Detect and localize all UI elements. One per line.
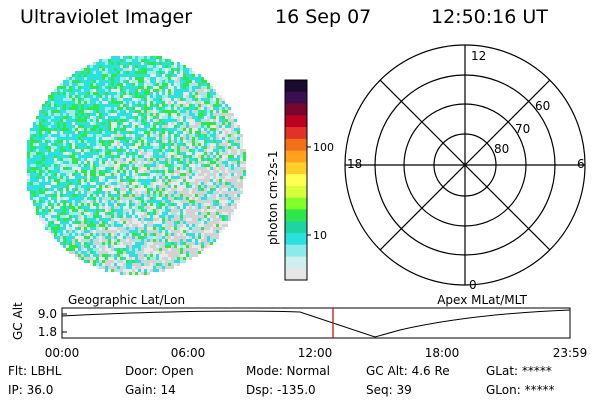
colorbar-swatch — [285, 150, 307, 163]
colorbar-swatch — [285, 138, 307, 152]
polar-label-80: 80 — [494, 142, 509, 156]
colorbar-swatch — [285, 162, 307, 175]
colorbar-frame — [284, 79, 308, 281]
polar-label-70: 70 — [515, 122, 530, 136]
uv-image-pixels — [27, 56, 246, 275]
colorbar-swatch — [285, 103, 307, 116]
glat-label: GLat: ***** — [486, 364, 552, 378]
altitude-plot-frame — [61, 307, 571, 339]
polar-axis-diagonal-2 — [379, 79, 551, 251]
glon-label: GLon: ***** — [486, 383, 555, 397]
polar-label-12: 12 — [471, 49, 486, 63]
altitude-plot: Geographic Lat/Lon Apex MLat/MLT 9.0 1.8… — [0, 290, 600, 360]
colorbar-swatch — [285, 232, 307, 246]
colorbar-swatch — [285, 174, 307, 187]
colorbar-swatch — [285, 127, 307, 140]
filter-label: Flt: LBHL — [8, 364, 62, 378]
uv-earth-image — [22, 45, 247, 281]
ip-label: IP: 36.0 — [8, 383, 54, 397]
time-label: 12:50:16 UT — [431, 6, 548, 28]
colorbar-swatch — [285, 185, 307, 199]
altitude-curve — [61, 309, 571, 338]
mode-label: Mode: Normal — [246, 364, 330, 378]
colorbar-swatch — [285, 268, 307, 281]
colorbar-tick-label-100: 100 — [313, 141, 334, 154]
gain-label: Gain: 14 — [125, 383, 176, 397]
y-tick-label-1-8: 1.8 — [38, 325, 57, 339]
x-tick-label-1200: 12:00 — [298, 346, 333, 360]
colorbar-tick-label-10: 10 — [313, 229, 327, 242]
colorbar-swatch — [285, 115, 307, 128]
colorbar-swatch — [285, 197, 307, 211]
seq-label: Seq: 39 — [366, 383, 412, 397]
dsp-label: Dsp: -135.0 — [246, 383, 316, 397]
x-tick-label-0000: 00:00 — [45, 346, 80, 360]
colorbar-label: photon cm-2s-1 — [266, 151, 280, 246]
x-tick-label-1800: 18:00 — [425, 346, 460, 360]
door-label: Door: Open — [125, 364, 194, 378]
polar-label-6: 6 — [577, 157, 585, 171]
y-axis-label: GC Alt — [11, 302, 25, 340]
colorbar-swatch — [285, 244, 307, 258]
colorbar-swatch — [285, 91, 307, 105]
polar-grid: 12 60 70 80 18 6 0 — [330, 40, 600, 302]
gc-alt-label: GC Alt: 4.6 Re — [366, 364, 450, 378]
date-label: 16 Sep 07 — [275, 6, 372, 28]
apex-mlat-mlt-label: Apex MLat/MLT — [437, 293, 527, 307]
geographic-latlon-label: Geographic Lat/Lon — [68, 293, 185, 307]
polar-label-0: 0 — [469, 278, 477, 292]
colorbar-gradient — [285, 80, 307, 281]
polar-label-18: 18 — [347, 157, 362, 171]
colorbar: 100 10 photon cm-2s-1 — [255, 70, 335, 290]
polar-label-60: 60 — [535, 99, 550, 113]
colorbar-swatch — [285, 80, 307, 93]
x-tick-label-2359: 23:59 — [553, 346, 588, 360]
colorbar-swatch — [285, 209, 307, 222]
x-tick-label-0600: 06:00 — [171, 346, 206, 360]
page-title: Ultraviolet Imager — [20, 6, 193, 28]
colorbar-swatch — [285, 221, 307, 234]
y-tick-label-9: 9.0 — [38, 307, 57, 321]
colorbar-swatch — [285, 256, 307, 269]
